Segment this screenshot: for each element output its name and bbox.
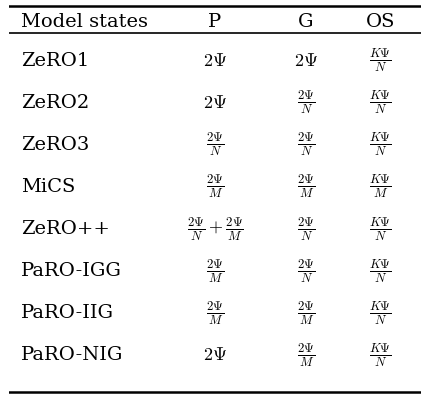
Text: PaRO-IGG: PaRO-IGG [21,262,122,280]
Text: G: G [298,12,313,31]
Text: $2\Psi$: $2\Psi$ [203,346,227,365]
Text: $\frac{2\Psi}{N}$: $\frac{2\Psi}{N}$ [297,89,315,116]
Text: ZeRO1: ZeRO1 [21,51,89,70]
Text: $\frac{2\Psi}{M}$: $\frac{2\Psi}{M}$ [206,300,224,327]
Text: $\frac{2\Psi}{M}$: $\frac{2\Psi}{M}$ [297,342,315,369]
Text: MiCS: MiCS [21,178,75,196]
Text: $2\Psi$: $2\Psi$ [294,51,318,70]
Text: $\frac{K\Psi}{N}$: $\frac{K\Psi}{N}$ [369,131,391,158]
Text: PaRO-IIG: PaRO-IIG [21,304,114,322]
Text: $\frac{2\Psi}{N}$: $\frac{2\Psi}{N}$ [206,131,224,158]
Text: $\frac{K\Psi}{N}$: $\frac{K\Psi}{N}$ [369,89,391,116]
Text: $\frac{2\Psi}{M}$: $\frac{2\Psi}{M}$ [206,258,224,285]
Text: $\frac{2\Psi}{M}$: $\frac{2\Psi}{M}$ [297,174,315,201]
Text: ZeRO3: ZeRO3 [21,136,89,154]
Text: $\frac{2\Psi}{M}$: $\frac{2\Psi}{M}$ [206,174,224,201]
Text: $\frac{K\Psi}{N}$: $\frac{K\Psi}{N}$ [369,258,391,285]
Text: $\frac{K\Psi}{M}$: $\frac{K\Psi}{M}$ [369,174,391,201]
Text: Model states: Model states [21,12,148,31]
Text: $\frac{2\Psi}{N}$: $\frac{2\Psi}{N}$ [297,215,315,243]
Text: $\frac{K\Psi}{N}$: $\frac{K\Psi}{N}$ [369,47,391,74]
Text: $\frac{2\Psi}{M}$: $\frac{2\Psi}{M}$ [297,300,315,327]
Text: $\frac{K\Psi}{N}$: $\frac{K\Psi}{N}$ [369,300,391,327]
Text: $\frac{2\Psi}{N} + \frac{2\Psi}{M}$: $\frac{2\Psi}{N} + \frac{2\Psi}{M}$ [187,215,243,243]
Text: $2\Psi$: $2\Psi$ [203,51,227,70]
Text: ZeRO2: ZeRO2 [21,94,89,112]
Text: $\frac{K\Psi}{N}$: $\frac{K\Psi}{N}$ [369,215,391,243]
Text: PaRO-NIG: PaRO-NIG [21,346,123,365]
Text: ZeRO++: ZeRO++ [21,220,110,238]
Text: $\frac{2\Psi}{N}$: $\frac{2\Psi}{N}$ [297,131,315,158]
Text: $2\Psi$: $2\Psi$ [203,94,227,112]
Text: $\frac{2\Psi}{N}$: $\frac{2\Psi}{N}$ [297,258,315,285]
Text: OS: OS [366,12,395,31]
Text: $\frac{K\Psi}{N}$: $\frac{K\Psi}{N}$ [369,342,391,369]
Text: P: P [209,12,221,31]
